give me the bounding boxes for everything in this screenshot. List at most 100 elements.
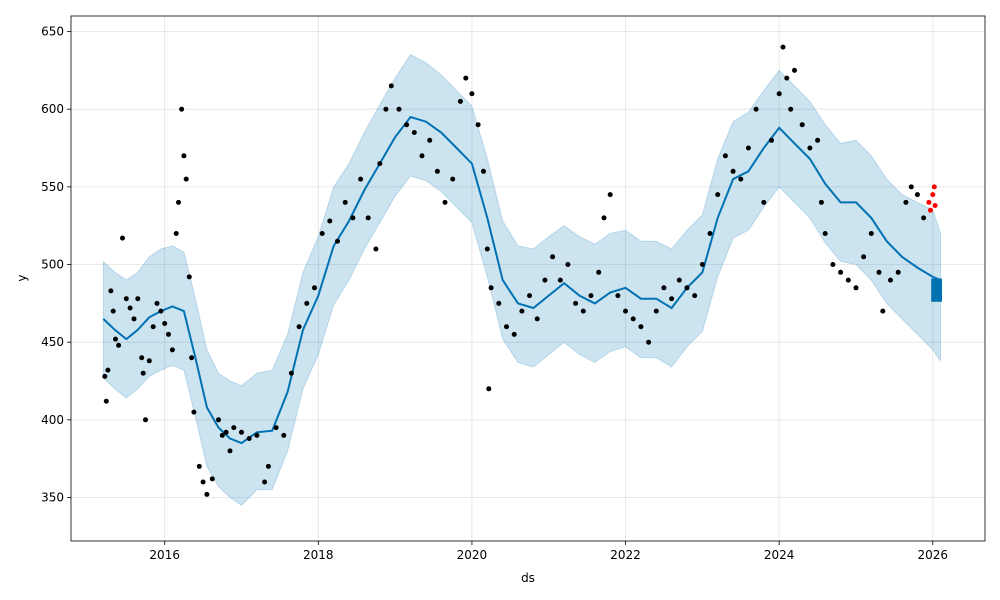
- actual-point: [288, 370, 294, 376]
- actual-point: [110, 308, 116, 314]
- actual-point: [488, 285, 494, 291]
- actual-point: [183, 176, 189, 182]
- actual-point: [143, 417, 148, 423]
- actual-point: [738, 176, 744, 182]
- actual-point: [792, 67, 797, 73]
- actual-point: [312, 285, 317, 291]
- recent-point: [930, 192, 936, 198]
- actual-point: [419, 153, 425, 159]
- actual-point: [146, 358, 152, 364]
- plot-frame: [70, 15, 986, 542]
- actual-point: [105, 367, 111, 373]
- actual-point: [150, 324, 156, 330]
- actual-point: [486, 386, 492, 392]
- actual-point: [838, 269, 844, 275]
- actual-point: [350, 215, 356, 221]
- actual-point: [154, 300, 160, 306]
- actual-point: [861, 254, 867, 260]
- actual-point: [469, 91, 475, 97]
- actual-point: [102, 373, 108, 379]
- actual-point: [388, 83, 394, 89]
- actual-point: [169, 347, 175, 353]
- actual-point: [699, 262, 705, 267]
- recent-point: [926, 199, 932, 205]
- actual-point: [550, 254, 556, 260]
- actual-point: [557, 277, 563, 283]
- actual-point: [262, 479, 268, 485]
- actual-point: [903, 199, 909, 205]
- actual-point: [607, 192, 613, 198]
- recent-point: [931, 184, 937, 190]
- actual-point: [186, 274, 192, 280]
- actual-point: [799, 122, 805, 128]
- actual-point: [373, 246, 379, 252]
- actual-point: [830, 262, 836, 267]
- actual-point: [807, 145, 813, 151]
- actual-point: [358, 176, 364, 182]
- actual-point: [342, 199, 348, 205]
- actual-point: [780, 44, 786, 50]
- forecast-line-path: [102, 115, 941, 445]
- actual-point: [120, 235, 125, 241]
- actual-point: [661, 285, 667, 291]
- actual-point: [223, 429, 229, 435]
- actual-point: [231, 425, 237, 431]
- actual-point: [573, 300, 579, 306]
- actual-point: [158, 308, 164, 314]
- recent-point: [928, 207, 933, 213]
- actual-point: [457, 98, 463, 104]
- actual-point: [542, 277, 548, 283]
- actual-point: [191, 409, 197, 415]
- actual-point: [116, 342, 122, 348]
- actual-point: [511, 331, 517, 337]
- actual-point: [715, 192, 721, 198]
- actual-point: [868, 231, 874, 236]
- actual-point: [113, 336, 118, 342]
- future-forecast-rect: [931, 278, 942, 302]
- actual-point: [179, 106, 185, 112]
- actual-point: [630, 316, 636, 322]
- actual-point: [722, 153, 728, 159]
- x-tick-label: 2022: [610, 548, 641, 562]
- uncertainty-band-area: [102, 54, 941, 506]
- actual-point: [484, 246, 490, 252]
- actual-point: [684, 285, 690, 291]
- actual-point: [396, 106, 402, 112]
- actual-point: [296, 324, 302, 330]
- actual-point: [404, 122, 410, 128]
- x-tick-label: 2026: [917, 548, 948, 562]
- actual-point: [181, 153, 187, 159]
- actual-point: [140, 370, 146, 376]
- actual-point: [565, 262, 571, 267]
- actual-point: [895, 269, 901, 275]
- actual-point: [103, 398, 109, 404]
- actual-point: [519, 308, 525, 314]
- y-axis-label: y: [15, 274, 29, 281]
- actual-point: [769, 137, 774, 143]
- future-forecast-block: [931, 278, 942, 302]
- actual-point: [669, 296, 675, 302]
- actual-point: [327, 218, 333, 224]
- actual-point: [646, 339, 652, 345]
- y-tick-label: 600: [41, 102, 64, 116]
- actual-point: [534, 316, 540, 322]
- actual-point: [304, 300, 310, 306]
- actual-point: [880, 308, 886, 314]
- y-tick-label: 450: [41, 335, 64, 349]
- actual-point: [853, 285, 859, 291]
- actual-point: [784, 75, 790, 81]
- actual-point: [527, 293, 532, 299]
- actual-point: [921, 215, 927, 221]
- actual-point: [815, 137, 821, 143]
- actual-point: [254, 432, 260, 438]
- actual-point: [463, 75, 469, 81]
- uncertainty-band: [102, 54, 941, 506]
- actual-point: [209, 476, 215, 482]
- actual-point: [588, 293, 594, 299]
- actual-point: [730, 168, 736, 174]
- actual-point: [475, 122, 481, 128]
- forecast-line: [102, 115, 941, 445]
- actual-point: [601, 215, 607, 221]
- actual-point: [377, 161, 383, 167]
